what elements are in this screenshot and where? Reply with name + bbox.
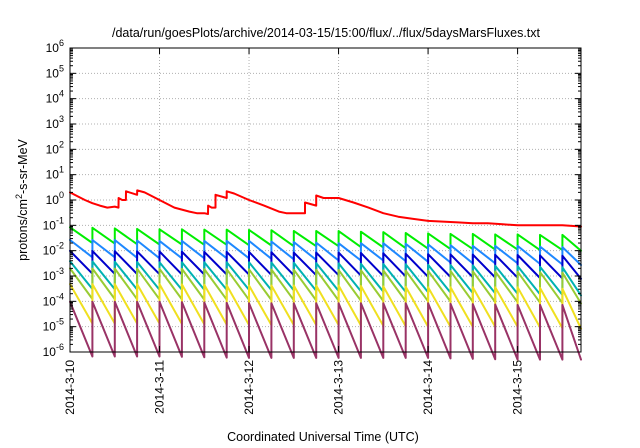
series-line-5 (69, 260, 582, 297)
y-tick-exponent: 5 (59, 63, 64, 73)
y-tick-base: 10 (43, 320, 57, 334)
y-tick-label: 106 (46, 38, 64, 55)
y-tick-base: 10 (46, 41, 60, 55)
y-tick-label: 105 (46, 63, 64, 80)
y-tick-label: 10-5 (43, 317, 64, 334)
x-tick-label: 2014-3-12 (242, 360, 256, 415)
y-tick-base: 10 (46, 92, 60, 106)
series-line-8 (69, 300, 582, 361)
y-tick-label: 10-2 (43, 241, 64, 258)
y-axis-label-base: protons/cm (16, 199, 30, 261)
y-tick-label: 103 (46, 114, 64, 131)
series-line-1 (69, 189, 582, 228)
y-tick-label: 10-6 (43, 342, 64, 359)
x-tick-labels: 2014-3-10 2014-3-11 2014-3-12 2014-3-13 2014… (63, 360, 525, 415)
y-tick-exponent: 6 (59, 38, 64, 48)
y-tick-exponent: 0 (59, 190, 64, 200)
x-tick-label: 2014-3-14 (421, 360, 435, 415)
y-tick-base: 10 (46, 168, 60, 182)
series-group (69, 189, 582, 361)
y-tick-exponent: -2 (56, 241, 64, 251)
y-tick-base: 10 (43, 345, 57, 359)
y-tick-labels: 10-610-510-410-310-210-11001011021031041… (43, 38, 64, 359)
x-tick-label: 2014-3-11 (153, 360, 167, 414)
x-axis-label: Coordinated Universal Time (UTC) (227, 430, 419, 444)
y-tick-base: 10 (43, 294, 57, 308)
y-tick-exponent: 3 (59, 114, 64, 124)
y-tick-label: 10-1 (43, 215, 64, 232)
chart-title: /data/run/goesPlots/archive/2014-03-15/1… (112, 26, 541, 40)
y-axis-label-rest: -s-sr-MeV (16, 138, 30, 194)
y-tick-base: 10 (46, 142, 60, 156)
y-tick-base: 10 (43, 218, 57, 232)
y-tick-label: 10-4 (43, 291, 64, 308)
y-tick-exponent: -5 (56, 317, 64, 327)
y-tick-base: 10 (43, 244, 57, 258)
y-tick-exponent: -6 (56, 342, 64, 352)
y-tick-label: 101 (46, 165, 64, 182)
y-tick-label: 10-3 (43, 266, 64, 283)
y-tick-label: 104 (46, 89, 64, 106)
series-line-2 (69, 226, 582, 252)
x-tick-label: 2014-3-15 (511, 360, 525, 415)
y-tick-exponent: 2 (59, 139, 64, 149)
grid (69, 48, 581, 352)
y-tick-exponent: -3 (56, 266, 64, 276)
y-tick-base: 10 (46, 193, 60, 207)
y-axis-label: protons/cm2-s-sr-MeV (14, 138, 30, 260)
y-tick-base: 10 (43, 269, 57, 283)
ticks (69, 47, 581, 353)
y-tick-base: 10 (46, 117, 60, 131)
y-tick-label: 102 (46, 139, 64, 156)
x-tick-label: 2014-3-10 (63, 360, 77, 415)
y-tick-exponent: 4 (59, 89, 64, 99)
y-tick-label: 100 (46, 190, 64, 207)
y-tick-base: 10 (46, 66, 60, 80)
y-tick-exponent: -4 (56, 291, 64, 301)
series-line-7 (69, 283, 582, 330)
y-tick-exponent: 1 (59, 165, 64, 175)
y-axis-label-sup: 2 (14, 194, 24, 199)
y-tick-exponent: -1 (56, 215, 64, 225)
x-tick-label: 2014-3-13 (332, 360, 346, 415)
